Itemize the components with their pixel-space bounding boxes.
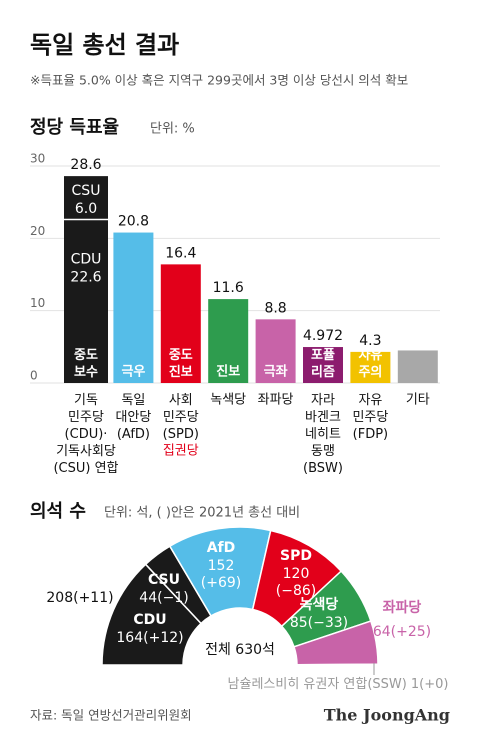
segment-name: CDU [71, 252, 102, 268]
seat-change: (−33) [308, 615, 348, 631]
bar-segment [64, 176, 108, 220]
subtitle: ※득표율 5.0% 이상 혹은 지역구 299곳에서 3명 이상 당선시 의석 … [30, 73, 408, 88]
seat-value: 152 [208, 558, 235, 574]
bar [255, 319, 296, 383]
x-tick-label: 독일 대안당 (AfD) [115, 393, 151, 442]
logo: The JoongAng [324, 706, 450, 725]
seat-name: AfD [207, 540, 236, 556]
bar-tag: 자유 주의 [358, 348, 382, 380]
union-label: 208(+11) [46, 590, 113, 606]
seat-label-part: 남슐레스비히 유권자 연합(SSW) [228, 677, 407, 692]
x-tick-label: 자라 바겐크 네히트 동맹 (BSW) [303, 393, 343, 476]
x-tick-label: 좌파당 [258, 393, 294, 408]
seat-label: 남슐레스비히 유권자 연합(SSW) 1(+0) [228, 677, 449, 692]
bar-tag: 포퓰 리즘 [311, 347, 335, 380]
seat-value: 44(−1) [139, 590, 188, 606]
segment-value: 6.0 [75, 201, 97, 217]
seat-change: (+25) [391, 624, 431, 640]
bar [208, 299, 249, 383]
bar-tag: 중도 보수 [74, 348, 98, 380]
bar-tag: 극우 [121, 365, 145, 380]
value-label: 4.3 [359, 333, 381, 349]
bar [160, 264, 201, 383]
seat-name: CSU [148, 572, 180, 588]
bar [397, 350, 438, 383]
chart-title: 정당 득표율 [30, 117, 119, 138]
seat-value-number: 44 [139, 590, 157, 606]
bar-tag: 진보 [216, 364, 240, 380]
seat-value: 64(+25) [373, 624, 431, 640]
seat-value-number: 64 [373, 624, 391, 640]
value-label: 16.4 [165, 245, 196, 261]
value-label: 8.8 [264, 300, 286, 316]
segment-name: CSU [72, 183, 101, 199]
y-tick-label: 20 [30, 224, 45, 238]
seat-change: (−86) [276, 583, 316, 599]
seat-label-part: 1 [411, 677, 419, 692]
value-label: 4.972 [303, 328, 343, 344]
x-tick-label: 사회 민주당 (SPD) [163, 393, 199, 442]
seat-value: 164(+12) [116, 630, 183, 646]
seat-change: (−1) [157, 590, 189, 606]
seat-value: 120 [283, 566, 310, 582]
source: 자료: 독일 연방선거관리위원회 [30, 708, 192, 723]
x-tick-label: 기타 [406, 393, 430, 408]
bar-tag: 중도 진보 [169, 348, 193, 380]
x-tick-label: 녹색당 [210, 393, 246, 408]
bar [350, 351, 391, 383]
total-label: 전체 630석 [205, 642, 275, 658]
seat-name: SPD [280, 548, 312, 564]
seat-label-part: (+0) [419, 677, 448, 692]
seat-value-number: 164 [116, 630, 143, 646]
x-tick-label: 기독 민주당 (CDU)· 기독사회당 (CSU) 연합 [53, 393, 118, 476]
seat-value-number: 85 [290, 615, 308, 631]
seat-name: 녹색당 [300, 596, 339, 613]
x-tick-label: 자유 민주당 (FDP) [352, 393, 388, 442]
seat-value: 85(−33) [290, 615, 348, 631]
value-label: 11.6 [213, 280, 244, 296]
bar-segment [64, 219, 108, 383]
segment-value: 22.6 [70, 270, 101, 286]
y-tick-label: 10 [30, 296, 45, 310]
bar [113, 232, 154, 383]
seat-change: (+12) [143, 630, 183, 646]
title: 독일 총선 결과 [30, 31, 179, 59]
unit-label: 단위: % [150, 122, 195, 137]
seat-name: 좌파당 [383, 599, 422, 616]
arc-segment [296, 663, 379, 666]
seat-change: (+69) [201, 575, 241, 591]
seat-name: CDU [133, 612, 166, 628]
bar [303, 347, 343, 383]
unit-label: 단위: 석, ( )안은 2021년 총선 대비 [104, 506, 300, 521]
bar-tag: 극좌 [264, 364, 288, 380]
value-label: 28.6 [70, 157, 101, 173]
chart-title: 의석 수 [30, 501, 86, 522]
value-label: 20.8 [118, 214, 149, 230]
y-tick-label: 0 [30, 369, 38, 383]
y-tick-label: 30 [30, 152, 45, 166]
category-note: 집권당 [163, 444, 199, 459]
